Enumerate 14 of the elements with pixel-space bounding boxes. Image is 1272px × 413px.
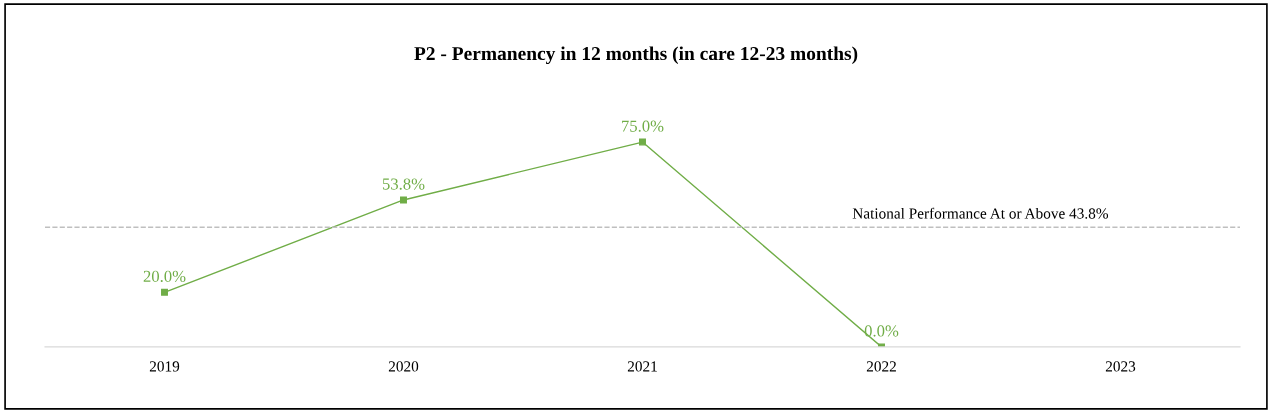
x-tick-label: 2022: [866, 361, 896, 372]
chart-title: P2 - Permanency in 12 months (in care 12-23 months): [414, 46, 858, 65]
data-label: 20.0%: [143, 270, 186, 283]
data-label: 53.8%: [382, 178, 425, 190]
point: [639, 138, 646, 146]
point: [161, 288, 168, 296]
x-tick-label: 2023: [1105, 361, 1136, 372]
x-tick-label: 2020: [388, 361, 419, 372]
point: [400, 196, 407, 204]
x-tick-label: 2019: [149, 361, 180, 372]
data-label: 75.0%: [622, 120, 664, 132]
data-label: 0.0%: [864, 325, 899, 337]
ref-line-label: National Performance At or Above 43.8%: [852, 207, 1109, 219]
x-tick-label: 2021: [627, 361, 657, 372]
